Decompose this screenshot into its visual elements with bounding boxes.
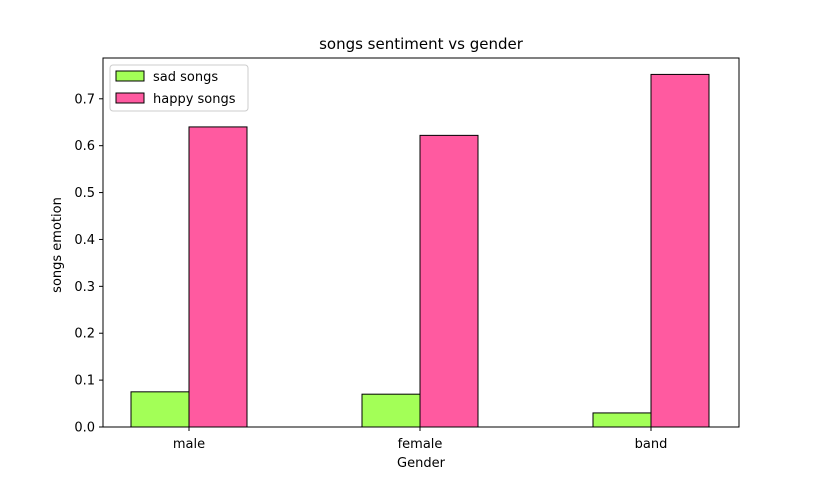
y-axis-label: songs emotion [50,197,65,293]
bar-sad-songs-male [130,391,190,428]
plot-area [102,57,740,428]
y-tick-label: 0.3 [74,280,95,295]
chart-title: songs sentiment vs gender [319,35,524,53]
bar-happy-songs-band [650,73,710,428]
y-tick-label: 0.6 [74,139,95,154]
y-axis: 0.0 0.1 0.2 0.3 0.4 0.5 0.6 0.7 [74,92,103,436]
x-tick-label: male [173,437,205,452]
bar-happy-songs-female [419,134,479,428]
x-tick-label: band [635,437,668,452]
y-tick-label: 0.7 [74,92,95,107]
x-tick-label: female [398,437,443,452]
y-tick-label: 0.0 [74,421,95,436]
legend: sad songs happy songs [109,64,249,112]
y-tick-label: 0.1 [74,374,95,389]
legend-swatch-happy-songs [115,92,145,104]
y-tick-label: 0.2 [74,327,95,342]
y-tick-label: 0.5 [74,186,95,201]
legend-label-sad-songs: sad songs [153,70,218,85]
x-axis-label: Gender [397,456,446,471]
plot-frame [102,57,740,428]
x-axis: male female band [173,427,667,452]
y-tick-label: 0.4 [74,233,95,248]
legend-swatch-sad-songs [115,70,145,82]
bar-sad-songs-band [592,412,652,428]
bar-happy-songs-male [188,126,248,428]
bar-sad-songs-female [361,393,421,428]
legend-label-happy-songs: happy songs [153,92,236,107]
